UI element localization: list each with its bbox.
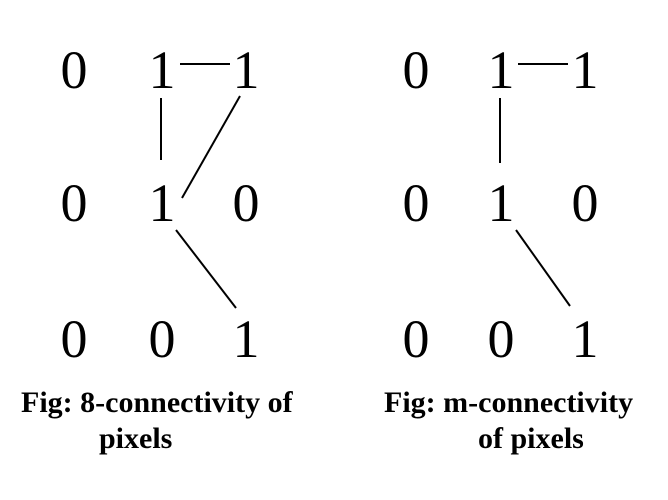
f1-cell-r2c2: 1 bbox=[148, 173, 176, 233]
f2-cell-r3c1: 0 bbox=[402, 309, 430, 369]
f1-cell-r1c3: 1 bbox=[232, 40, 260, 100]
edge-f2-diagonal-down bbox=[515, 229, 571, 307]
f1-cell-r2c1: 0 bbox=[60, 173, 88, 233]
f2-cell-r3c2: 0 bbox=[487, 309, 515, 369]
f1-cell-r3c3: 1 bbox=[232, 309, 260, 369]
caption-8-connectivity-line-1: Fig: 8-connectivity of bbox=[21, 386, 293, 419]
f1-cell-r3c1: 0 bbox=[60, 309, 88, 369]
f2-cell-r1c3: 1 bbox=[571, 40, 599, 100]
edge-f1-diagonal-down bbox=[175, 229, 237, 309]
caption-8-connectivity-line-2: pixels bbox=[99, 422, 173, 455]
f2-cell-r1c1: 0 bbox=[402, 40, 430, 100]
f2-cell-r2c1: 0 bbox=[402, 173, 430, 233]
caption-8-connectivity: Fig: 8-connectivity of pixels bbox=[21, 385, 293, 457]
f1-cell-r1c1: 0 bbox=[60, 40, 88, 100]
f2-cell-r3c3: 1 bbox=[571, 309, 599, 369]
f2-cell-r2c2: 1 bbox=[487, 173, 515, 233]
f1-cell-r3c2: 0 bbox=[148, 309, 176, 369]
f2-cell-r1c2: 1 bbox=[487, 40, 515, 100]
f2-cell-r2c3: 0 bbox=[571, 173, 599, 233]
f1-cell-r1c2: 1 bbox=[148, 40, 176, 100]
caption-m-connectivity-line-1: Fig: m-connectivity bbox=[384, 386, 634, 419]
f1-cell-r2c3: 0 bbox=[232, 173, 260, 233]
edge-f1-diagonal-up bbox=[181, 95, 241, 199]
caption-m-connectivity: Fig: m-connectivity of pixels bbox=[384, 385, 633, 457]
caption-m-connectivity-line-2: of pixels bbox=[478, 422, 584, 455]
